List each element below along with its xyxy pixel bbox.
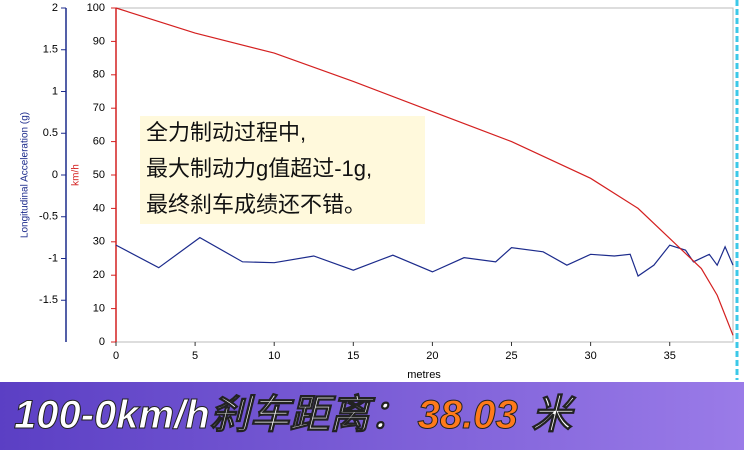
y-tick-label: -1	[48, 252, 58, 264]
annotation-box	[140, 116, 425, 224]
banner-label: 100-0km/h刹车距离：	[14, 393, 410, 437]
y-tick-label: -0.5	[39, 211, 58, 223]
annotation-line: 最大制动力g值超过-1g,	[146, 156, 372, 181]
y-tick-label: 1	[52, 85, 58, 97]
x-tick-label: 20	[426, 350, 438, 362]
annotation: 全力制动过程中, 最大制动力g值超过-1g, 最终刹车成绩还不错。	[140, 116, 425, 224]
y-tick-label: -1.5	[39, 294, 58, 306]
series-line	[115, 236, 734, 277]
x-tick-label: 10	[268, 350, 280, 362]
annotation-line: 全力制动过程中,	[146, 120, 306, 145]
y2-tick-label: 20	[93, 269, 105, 281]
y2-tick-label: 10	[93, 303, 105, 315]
y-axis-label: Longitudinal Acceleration (g)	[20, 112, 31, 238]
banner	[0, 382, 744, 450]
y2-axis-label: km/h	[71, 164, 82, 186]
x-tick-label: 25	[505, 350, 517, 362]
y2-tick-label: 30	[93, 236, 105, 248]
y2-tick-label: 50	[93, 169, 105, 181]
x-axis-label: metres	[407, 369, 441, 381]
y-tick-label: 0	[52, 169, 58, 181]
y2-tick-label: 80	[93, 69, 105, 81]
x-tick-label: 15	[347, 350, 359, 362]
y2-tick-label: 90	[93, 35, 105, 47]
x-tick-label: 5	[192, 350, 198, 362]
series-line	[115, 7, 734, 336]
y2-tick-label: 100	[87, 2, 105, 14]
y-tick-label: 1.5	[43, 44, 58, 56]
y2-tick-label: 60	[93, 136, 105, 148]
y2-tick-label: 70	[93, 102, 105, 114]
banner-text: 100-0km/h刹车距离： 38.03 米	[14, 393, 577, 437]
y2-tick-label: 40	[93, 202, 105, 214]
y2-tick-label: 0	[99, 336, 105, 348]
banner-unit: 米	[532, 393, 577, 437]
x-tick-label: 0	[113, 350, 119, 362]
x-tick-label: 35	[664, 350, 676, 362]
y-tick-label: 2	[52, 2, 58, 14]
annotation-line: 最终刹车成绩还不错。	[146, 192, 366, 217]
x-tick-label: 30	[584, 350, 596, 362]
y-tick-label: 0.5	[43, 127, 58, 139]
banner-value: 38.03	[418, 393, 518, 437]
